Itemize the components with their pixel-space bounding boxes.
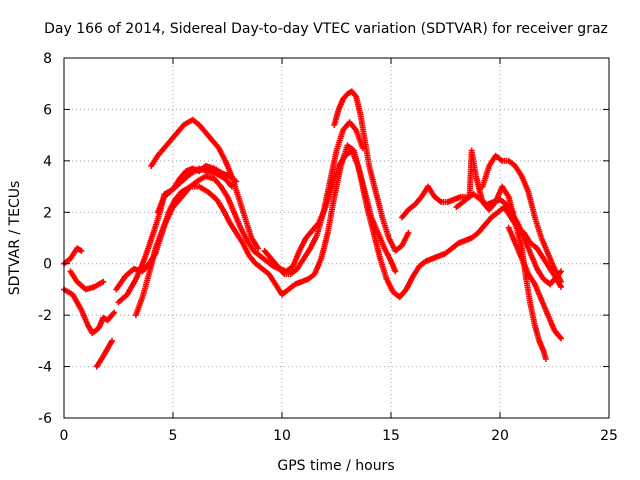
x-tick-label: 25 [600, 428, 618, 444]
series-11 [331, 88, 412, 254]
chart-title: Day 166 of 2014, Sidereal Day-to-day VTE… [44, 21, 608, 37]
y-tick-label: -6 [38, 411, 52, 427]
y-tick-label: 8 [43, 51, 52, 67]
series-13 [453, 147, 549, 362]
plot-frame [63, 57, 610, 419]
x-axis-label: GPS time / hours [277, 458, 394, 474]
series-9 [154, 163, 240, 216]
series-15 [505, 224, 564, 342]
axis-ticks: 0 5 10 15 20 25 -6 -4 -2 0 2 4 6 8 [38, 51, 618, 444]
x-tick-label: 15 [382, 428, 400, 444]
y-axis-label: SDTVAR / TECUs [7, 181, 23, 296]
series-11-markers [331, 88, 412, 254]
series-4 [93, 337, 115, 370]
series-14-markers [479, 152, 564, 285]
y-tick-label: 0 [43, 257, 52, 273]
series-1-markers [61, 286, 118, 337]
series-16-markers [501, 204, 564, 290]
series-15-markers [505, 224, 564, 342]
y-tick-label: -4 [38, 360, 52, 376]
series-10 [261, 119, 366, 277]
series-1 [61, 286, 118, 337]
series-9-markers [154, 163, 240, 216]
series-16 [501, 204, 564, 290]
x-tick-label: 20 [491, 428, 509, 444]
series-12-markers [398, 183, 517, 221]
y-tick-label: 2 [43, 205, 52, 221]
plot-area [61, 88, 564, 370]
x-tick-label: 10 [273, 428, 291, 444]
x-tick-label: 5 [169, 428, 178, 444]
series-10-markers [261, 119, 366, 277]
series-4-markers [93, 337, 115, 370]
series-3-markers [67, 268, 107, 293]
y-tick-label: -2 [38, 308, 52, 324]
series-3 [67, 268, 107, 293]
x-tick-label: 0 [60, 428, 69, 444]
series-13-markers [453, 147, 549, 362]
y-tick-label: 6 [43, 102, 52, 118]
y-tick-label: 4 [43, 154, 52, 170]
series-14 [479, 152, 564, 285]
series-12 [398, 183, 517, 221]
